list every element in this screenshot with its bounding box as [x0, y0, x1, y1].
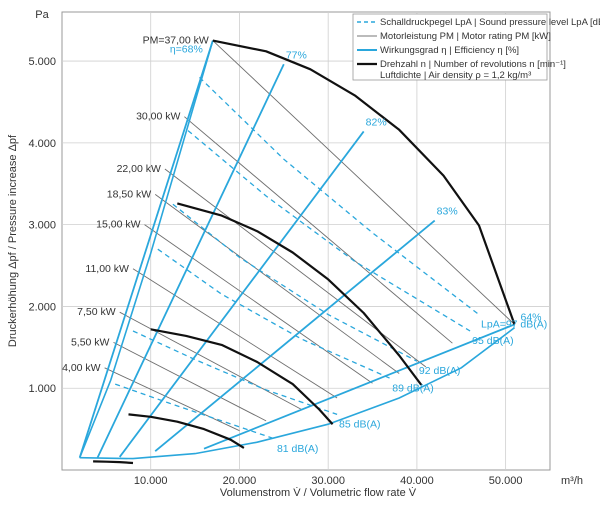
speed-curve: [212, 39, 516, 325]
power-line-label: 4,00 kW: [62, 362, 101, 374]
efficiency-line: [78, 40, 214, 458]
power-line: [144, 224, 373, 384]
power-line-label: 5,50 kW: [71, 336, 110, 348]
y-axis-title: Druckerhöhung Δpf / Pressure increase Δp…: [7, 134, 19, 347]
legend-density: Luftdichte | Air density ρ = 1,2 kg/m³: [380, 70, 531, 81]
legend-efficiency: Wirkungsgrad η | Efficiency η [%]: [380, 45, 519, 56]
system-line: [79, 327, 515, 460]
sound-line-label: LpA=97 dB(A): [481, 319, 547, 331]
power-line-label: 22,00 kW: [117, 163, 161, 175]
y-tick-label: 2.000: [28, 301, 56, 313]
y-tick-label: 1.000: [28, 383, 56, 395]
sound-line-label: 92 dB(A): [419, 365, 460, 377]
legend-sound: Schalldruckpegel LpA | Sound pressure le…: [380, 17, 600, 28]
x-tick-label: 10.000: [134, 475, 168, 487]
sound-line: [157, 248, 391, 379]
sound-line: [132, 330, 338, 416]
y-tick-label: 5.000: [28, 56, 56, 68]
efficiency-line-label: 82%: [366, 116, 387, 128]
efficiency-line: [118, 130, 365, 458]
legend: Schalldruckpegel LpA | Sound pressure le…: [352, 13, 600, 81]
x-tick-label: 20.000: [223, 475, 257, 487]
legend-power: Motorleistung PM | Motor rating PM [kW]: [380, 31, 551, 42]
efficiency-line-label: η=68%: [170, 44, 203, 56]
power-line-label: 11,00 kW: [85, 263, 129, 275]
sound-line: [114, 383, 276, 440]
speed-curve: [150, 328, 334, 425]
speed-curve: [177, 202, 423, 386]
sound-line: [187, 130, 471, 332]
power-line: [184, 116, 453, 344]
speed-curves: [93, 39, 516, 465]
efficiency-line: [96, 63, 285, 459]
efficiency-line: [154, 219, 436, 452]
system-lines: [78, 40, 515, 460]
plot-area: [78, 39, 516, 465]
speed-curve: [128, 413, 245, 449]
x-unit-label: m³/h: [561, 475, 583, 487]
y-unit-label: Pa: [35, 9, 49, 21]
power-line-label: 15,00 kW: [96, 219, 140, 231]
power-line-label: 7,50 kW: [77, 306, 116, 318]
power-line: [212, 40, 515, 325]
power-line: [104, 367, 240, 432]
power-line: [154, 194, 400, 374]
x-axis-title: Volumenstrom V̇ / Volumetric flow rate V…: [220, 486, 417, 499]
power-line: [113, 341, 267, 422]
sound-line-label: 89 dB(A): [392, 382, 433, 394]
sound-lines: [114, 76, 480, 440]
sound-line: [172, 203, 418, 362]
sound-line-label: 81 dB(A): [277, 443, 318, 455]
power-lines: [104, 40, 515, 432]
legend-box: [352, 13, 548, 81]
sound-line-label: 95 dB(A): [472, 335, 513, 347]
power-line-label: 30,00 kW: [136, 111, 180, 123]
y-tick-label: 4.000: [28, 138, 56, 150]
power-line: [132, 268, 338, 399]
y-tick-label: 3.000: [28, 220, 56, 232]
axis-ticks: 10.000 20.000 30.000 40.000 50.000 1.000 2.000…: [28, 56, 522, 487]
curve-labels: PM=37,00 kW 30,00 kW 22,00 kW 18,50 kW 15,00…: [62, 35, 547, 455]
sound-line: [199, 76, 480, 316]
x-tick-label: 30.000: [311, 475, 345, 487]
x-tick-label: 50.000: [489, 475, 523, 487]
x-tick-label: 40.000: [400, 475, 434, 487]
sound-line-label: 85 dB(A): [339, 418, 380, 430]
efficiency-line-label: 83%: [437, 206, 458, 218]
system-line: [78, 40, 214, 458]
power-line-label: PM=37,00 kW: [143, 35, 209, 47]
efficiency-line: [203, 323, 515, 450]
power-line-label: 18,50 kW: [107, 188, 151, 200]
efficiency-line-label: 77%: [286, 49, 307, 61]
efficiency-line-label: 64%: [521, 311, 542, 323]
speed-curve: [93, 460, 134, 465]
legend-speed: Drehzahl n | Number of revolutions n [mi…: [380, 59, 566, 70]
efficiency-lines: [78, 40, 515, 459]
power-line: [119, 311, 302, 410]
